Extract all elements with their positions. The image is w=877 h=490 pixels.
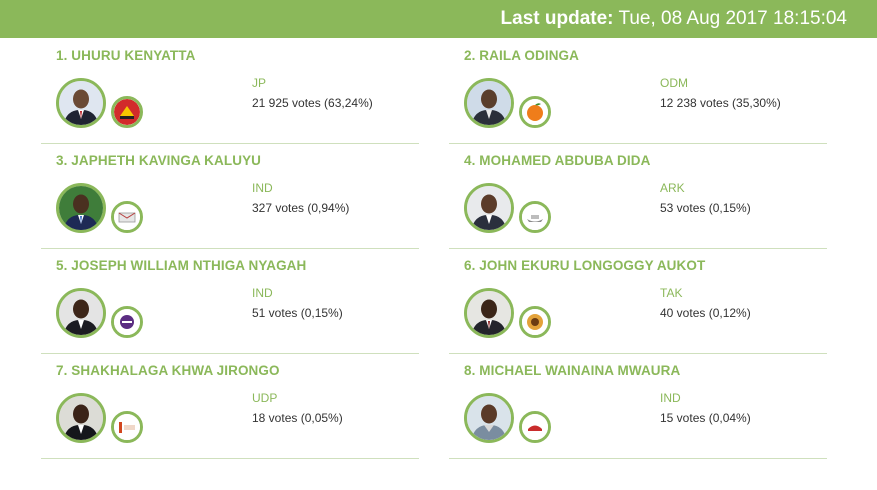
party-abbreviation: ODM	[660, 76, 688, 90]
candidate-photo	[56, 393, 106, 443]
candidate-card: 6. JOHN EKURU LONGOGGY AUKOT TAK 40 vote…	[449, 248, 827, 354]
udp-logo-icon	[111, 411, 143, 443]
vote-count: 53 votes (0,15%)	[660, 201, 751, 215]
candidate-card: 8. MICHAEL WAINAINA MWAURA IND 15 votes …	[449, 353, 827, 459]
last-update-label: Last update:	[500, 8, 614, 29]
candidate-name: 5. JOSEPH WILLIAM NTHIGA NYAGAH	[56, 258, 307, 273]
tak-emblem-icon	[519, 306, 551, 338]
candidate-photo	[56, 78, 106, 128]
vote-count: 21 925 votes (63,24%)	[252, 96, 373, 110]
independent-symbol-icon	[111, 201, 143, 233]
party-abbreviation: ARK	[660, 181, 685, 195]
independent-symbol-icon	[519, 411, 551, 443]
vote-count: 327 votes (0,94%)	[252, 201, 350, 215]
jubilee-party-logo-icon	[111, 96, 143, 128]
candidate-name: 1. UHURU KENYATTA	[56, 48, 196, 63]
party-abbreviation: TAK	[660, 286, 683, 300]
vote-count: 40 votes (0,12%)	[660, 306, 751, 320]
party-abbreviation: IND	[252, 286, 273, 300]
vote-count: 18 votes (0,05%)	[252, 411, 343, 425]
header-bar: Last update: Tue, 08 Aug 2017 18:15:04	[0, 0, 877, 38]
orange-logo-icon	[519, 96, 551, 128]
last-update: Last update: Tue, 08 Aug 2017 18:15:04	[501, 8, 847, 30]
candidate-name: 3. JAPHETH KAVINGA KALUYU	[56, 153, 262, 168]
vote-count: 15 votes (0,04%)	[660, 411, 751, 425]
candidate-name: 6. JOHN EKURU LONGOGGY AUKOT	[464, 258, 706, 273]
vote-count: 51 votes (0,15%)	[252, 306, 343, 320]
candidate-name: 8. MICHAEL WAINAINA MWAURA	[464, 363, 681, 378]
vote-count: 12 238 votes (35,30%)	[660, 96, 781, 110]
last-update-time: Tue, 08 Aug 2017 18:15:04	[618, 8, 847, 29]
candidate-name: 4. MOHAMED ABDUBA DIDA	[464, 153, 651, 168]
candidate-name: 2. RAILA ODINGA	[464, 48, 580, 63]
candidate-card: 2. RAILA ODINGA ODM 12 238 votes (35,30%…	[449, 38, 827, 144]
candidate-card: 7. SHAKHALAGA KHWA JIRONGO UDP 18 votes …	[41, 353, 419, 459]
party-abbreviation: IND	[660, 391, 681, 405]
candidate-photo	[464, 288, 514, 338]
ark-symbol-icon	[519, 201, 551, 233]
party-abbreviation: JP	[252, 76, 267, 90]
candidate-photo	[464, 393, 514, 443]
candidate-photo	[464, 183, 514, 233]
candidate-photo	[464, 78, 514, 128]
candidate-card: 4. MOHAMED ABDUBA DIDA ARK 53 votes (0,1…	[449, 143, 827, 249]
independent-symbol-icon	[111, 306, 143, 338]
candidate-card: 1. UHURU KENYATTA JP 21 925 votes (63,24…	[41, 38, 419, 144]
candidate-card: 3. JAPHETH KAVINGA KALUYU IND 327 votes …	[41, 143, 419, 249]
candidate-photo	[56, 183, 106, 233]
candidate-card: 5. JOSEPH WILLIAM NTHIGA NYAGAH IND 51 v…	[41, 248, 419, 354]
candidate-name: 7. SHAKHALAGA KHWA JIRONGO	[56, 363, 280, 378]
candidate-photo	[56, 288, 106, 338]
party-abbreviation: IND	[252, 181, 273, 195]
party-abbreviation: UDP	[252, 391, 278, 405]
